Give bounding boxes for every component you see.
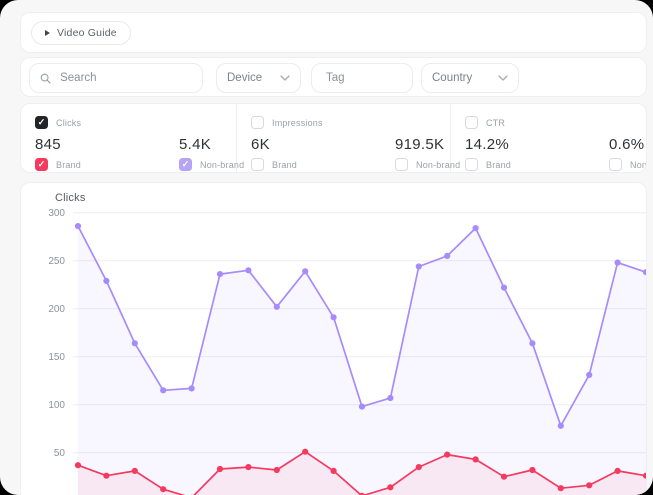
ctr-nonbrand-value: 0.6% [609,136,645,153]
impressions-brand-checkbox[interactable] [251,158,264,171]
brand-label: Brand [272,159,298,170]
metric-card-clicks: Clicks 845 5.4K Brand Non-brand [21,104,244,172]
brand-label: Brand [56,159,82,170]
search-input[interactable] [58,71,192,85]
tag-input[interactable] [324,71,400,85]
play-icon [45,29,50,36]
country-select[interactable]: Country [421,63,519,93]
svg-text:150: 150 [48,352,65,363]
search-field[interactable] [29,63,203,93]
video-guide-button[interactable]: Video Guide [31,20,131,45]
search-icon [40,73,51,83]
ctr-brand-value: 14.2% [465,136,510,153]
impressions-brand-value: 6K [251,136,270,153]
country-select-label: Country [432,72,473,84]
impressions-nonbrand-checkbox[interactable] [395,158,408,171]
ctr-brand-checkbox[interactable] [465,158,478,171]
clicks-chart-card: 300 250 200 150 100 50 Clicks [20,182,647,495]
ctr-checkbox[interactable] [465,116,478,129]
clicks-nonbrand-checkbox[interactable] [179,158,192,171]
clicks-brand-checkbox[interactable] [35,158,48,171]
metric-card-ctr: CTR 14.2% 0.6% Brand Non-brand [451,104,647,172]
filter-bar: Device Country [20,57,647,97]
chevron-down-icon [280,75,290,81]
clicks-brand-value: 845 [35,136,61,153]
svg-text:250: 250 [48,256,65,267]
metric-name: CTR [486,117,506,128]
clicks-checkbox[interactable] [35,116,48,129]
chevron-down-icon [498,75,508,81]
svg-text:300: 300 [48,208,65,219]
video-guide-label: Video Guide [57,26,117,39]
metric-card-impressions: Impressions 6K 919.5K Brand Non-brand [237,104,460,172]
nonbrand-label: Non-brand [416,159,461,170]
metric-name: Clicks [56,117,82,128]
svg-text:50: 50 [54,448,66,459]
device-select-label: Device [227,72,263,84]
impressions-checkbox[interactable] [251,116,264,129]
brand-label: Brand [486,159,512,170]
metric-name: Impressions [272,117,323,128]
chart-title: Clicks [55,192,86,204]
device-select[interactable]: Device [216,63,301,93]
clicks-line-chart: 300 250 200 150 100 50 [48,208,646,495]
top-bar: Video Guide [20,12,647,53]
nonbrand-label: Non-brand [630,159,647,170]
svg-text:200: 200 [48,304,65,315]
ctr-nonbrand-checkbox[interactable] [609,158,622,171]
svg-text:100: 100 [48,400,65,411]
tag-field[interactable] [311,63,413,93]
impressions-nonbrand-value: 919.5K [395,136,445,153]
nonbrand-label: Non-brand [200,159,245,170]
clicks-nonbrand-value: 5.4K [179,136,212,153]
metrics-row: Clicks 845 5.4K Brand Non-brand Impressi… [20,103,647,173]
